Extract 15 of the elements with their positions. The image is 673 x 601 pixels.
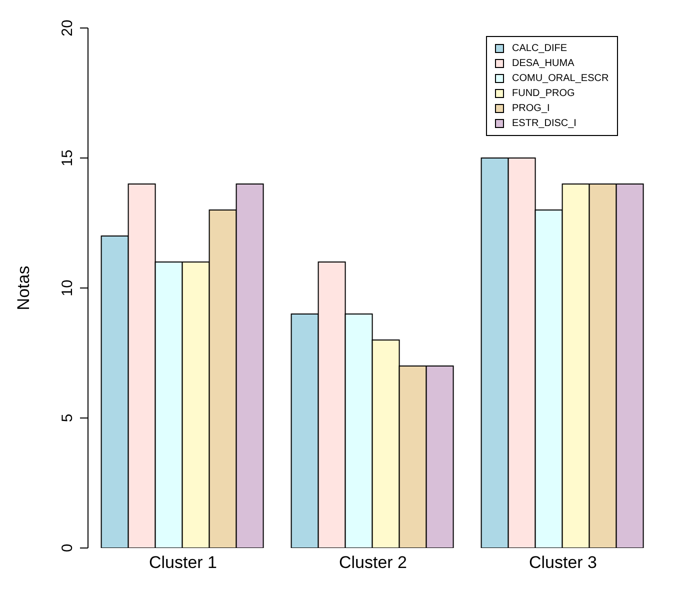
y-tick-label: 5 — [59, 414, 76, 422]
legend-label: ESTR_DISC_I — [512, 118, 576, 129]
x-tick-label: Cluster 1 — [148, 553, 218, 572]
y-tick-label: 15 — [59, 150, 76, 166]
x-tick-label: Cluster 3 — [528, 553, 598, 572]
legend-label: CALC_DIFE — [512, 43, 568, 54]
legend-label: PROG_I — [512, 103, 550, 114]
y-tick-label: 0 — [59, 544, 76, 552]
legend-label: FUND_PROG — [512, 88, 575, 99]
y-axis-title: Notas — [14, 266, 34, 310]
legend-label: COMU_ORAL_ESCR — [512, 73, 609, 84]
legend-label: DESA_HUMA — [512, 58, 574, 69]
y-tick-label: 10 — [59, 280, 76, 296]
x-tick-label: Cluster 2 — [338, 553, 408, 572]
y-tick-label: 20 — [59, 20, 76, 36]
